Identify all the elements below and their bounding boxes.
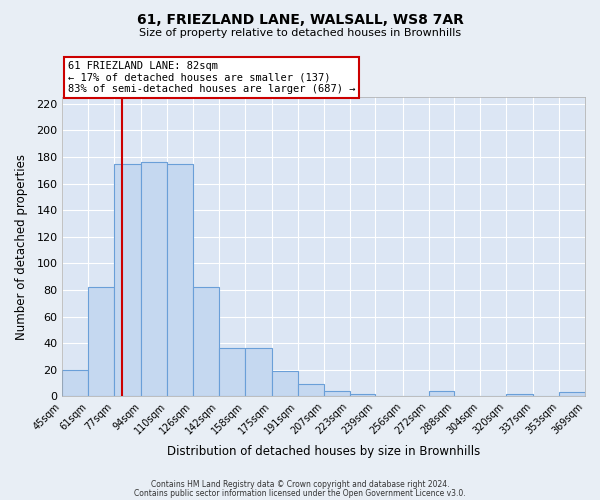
Bar — [298, 384, 324, 396]
Bar — [88, 287, 114, 397]
Bar — [114, 164, 142, 396]
Bar — [219, 348, 245, 397]
Text: 61 FRIEZLAND LANE: 82sqm
← 17% of detached houses are smaller (137)
83% of semi-: 61 FRIEZLAND LANE: 82sqm ← 17% of detach… — [68, 61, 355, 94]
Bar — [245, 348, 272, 397]
Bar — [62, 370, 88, 396]
Bar — [272, 371, 298, 396]
Text: Size of property relative to detached houses in Brownhills: Size of property relative to detached ho… — [139, 28, 461, 38]
Bar — [167, 164, 193, 396]
Bar — [559, 392, 585, 396]
Bar — [193, 287, 219, 397]
Text: Contains HM Land Registry data © Crown copyright and database right 2024.: Contains HM Land Registry data © Crown c… — [151, 480, 449, 489]
Bar — [506, 394, 533, 396]
Bar — [350, 394, 376, 396]
X-axis label: Distribution of detached houses by size in Brownhills: Distribution of detached houses by size … — [167, 444, 481, 458]
Y-axis label: Number of detached properties: Number of detached properties — [15, 154, 28, 340]
Text: Contains public sector information licensed under the Open Government Licence v3: Contains public sector information licen… — [134, 488, 466, 498]
Bar — [142, 162, 167, 396]
Bar — [428, 391, 454, 396]
Text: 61, FRIEZLAND LANE, WALSALL, WS8 7AR: 61, FRIEZLAND LANE, WALSALL, WS8 7AR — [137, 12, 463, 26]
Bar — [324, 391, 350, 396]
